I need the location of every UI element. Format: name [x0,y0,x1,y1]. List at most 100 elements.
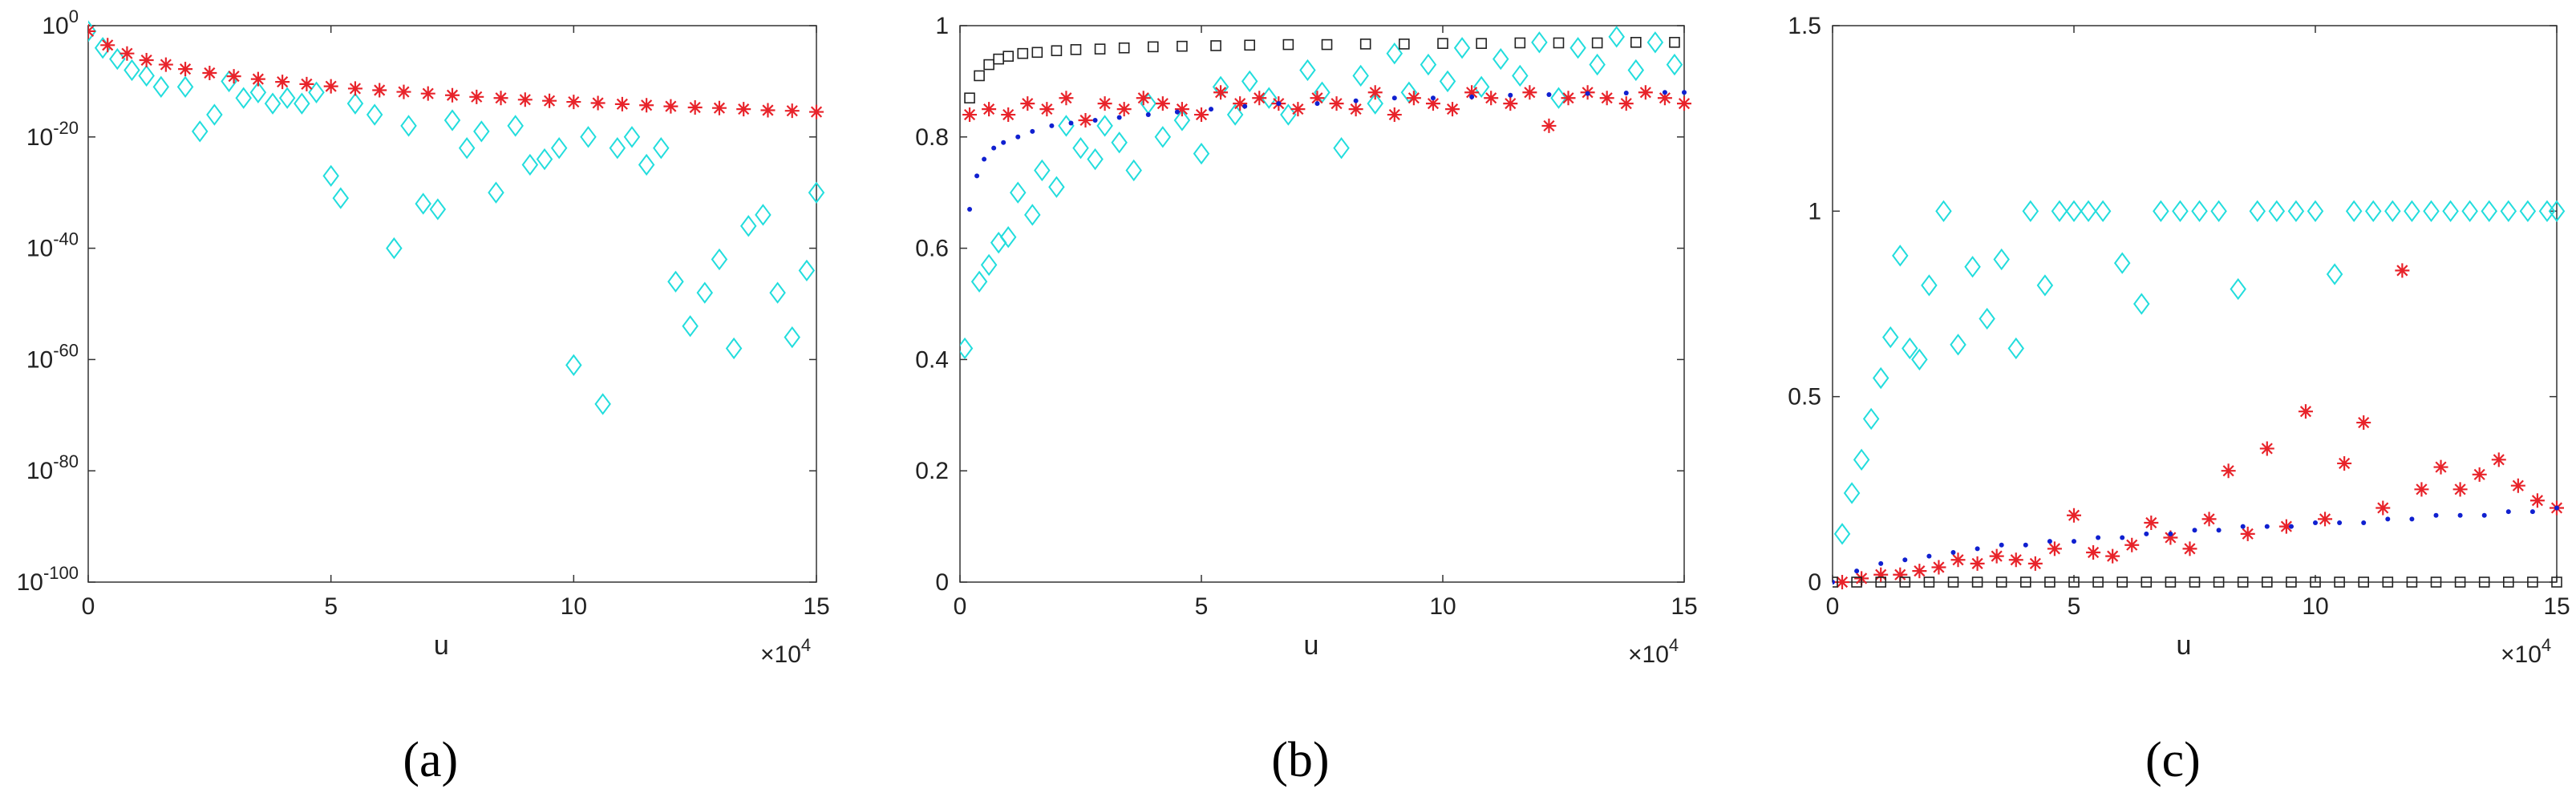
x-axis-label: u [434,630,449,661]
red-star-point [469,89,484,104]
red-star-point [2395,263,2410,278]
cyan-diamond-point [1453,37,1471,59]
black-square-point [983,59,994,71]
red-star-point [202,65,217,80]
black-square-point [2068,576,2080,588]
red-star-point [2278,519,2294,534]
blue-dot-point [1276,101,1282,107]
cyan-diamond-point [1024,204,1041,226]
red-star-point [1657,91,1672,106]
red-star-point [299,76,314,91]
black-square-point [2020,576,2031,588]
cyan-diamond-point [1352,64,1369,87]
red-star-point [982,102,997,117]
cyan-diamond-point [536,148,553,171]
blue-dot-point [1469,94,1475,99]
cyan-diamond-point [1087,148,1104,171]
black-square-point [1971,576,1983,588]
cyan-diamond-point [2210,200,2227,223]
cyan-diamond-point [400,115,417,137]
blue-dot-point [1546,92,1552,98]
red-star-point [139,53,154,68]
cyan-diamond-point [2307,200,2324,223]
red-star-point [1039,102,1055,117]
cyan-diamond-point [1531,31,1548,54]
y-tick-label: 0.5 [1788,384,1821,411]
blue-dot-point [982,156,987,162]
red-star-point [1599,91,1614,106]
black-square-point [1476,38,1487,50]
cyan-diamond-point [1386,42,1403,65]
red-star-point [1310,91,1325,106]
red-star-point [1912,564,1927,579]
black-square-point [1244,39,1255,51]
black-square-point [2527,576,2538,588]
y-tick-label: 0.8 [915,124,949,151]
plot-area-a [87,25,817,583]
red-star-point [1873,567,1889,582]
blue-dot-point [1508,92,1513,98]
red-star-point [2240,526,2255,541]
y-tick-label: 10-80 [26,451,79,484]
y-tick-label: 1 [1808,198,1821,225]
blue-dot-point [2072,539,2076,544]
blue-dot-point [1314,101,1320,107]
cyan-diamond-point [1935,200,1952,223]
blue-dot-point [1682,90,1687,95]
cyan-diamond-point [235,87,252,109]
plot-area-c [1832,25,2558,583]
cyan-diamond-point [191,120,209,143]
blue-dot-point [2457,512,2463,518]
cyan-diamond-point [784,326,800,349]
red-star-point [2376,500,2391,516]
series-cyan-diamond [960,26,1683,360]
red-star-point [1155,96,1170,111]
blue-dot-point [2264,524,2270,529]
series-black-square [964,37,1680,104]
red-star-point [1387,107,1402,123]
cyan-diamond-point [2384,200,2401,223]
cyan-diamond-point [366,103,383,126]
blue-dot-point [1430,95,1436,101]
cyan-diamond-point [2481,200,2497,223]
red-star-point [1970,556,1985,571]
blue-dot-point [2047,539,2052,544]
blue-dot-point [1902,557,1908,563]
red-star-point [1097,96,1112,111]
red-star-point [1020,96,1035,111]
x-axis-multiplier: ×104 [760,635,811,668]
series-black-square [1833,576,2562,588]
red-star-point [1677,96,1691,111]
cyan-diamond-point [667,270,684,293]
cyan-diamond-point [2364,200,2382,223]
red-star-point [1835,575,1850,589]
x-tick-label: 10 [1429,593,1456,620]
red-star-point [962,107,978,123]
cyan-diamond-point [2230,277,2246,301]
blue-dot-point [1242,103,1248,109]
cyan-diamond-point [1862,407,1880,431]
cyan-diamond-point [1193,142,1210,165]
cyan-diamond-point [2191,200,2208,223]
y-tick-label: 1 [935,13,949,39]
plot-area-b [959,25,1685,583]
cyan-diamond-point [1911,348,1928,371]
y-tick-label: 0.2 [915,458,949,484]
cyan-diamond-point [550,137,568,160]
cyan-diamond-point [2036,274,2054,297]
cyan-diamond-point [565,354,582,377]
cyan-diamond-point [2022,200,2039,223]
cyan-diamond-point [1439,70,1456,93]
black-square-point [2165,576,2177,588]
black-square-point [974,70,985,82]
cyan-diamond-point [2287,200,2305,223]
cyan-diamond-point [294,92,310,115]
x-tick-label: 15 [803,593,829,620]
cyan-diamond-point [609,137,626,160]
blue-dot-point [2313,520,2318,525]
red-star-point [1136,91,1151,106]
cyan-diamond-point [1096,115,1113,137]
cyan-diamond-point [808,181,825,204]
black-square-point [1437,38,1448,50]
black-square-point [1148,41,1159,53]
